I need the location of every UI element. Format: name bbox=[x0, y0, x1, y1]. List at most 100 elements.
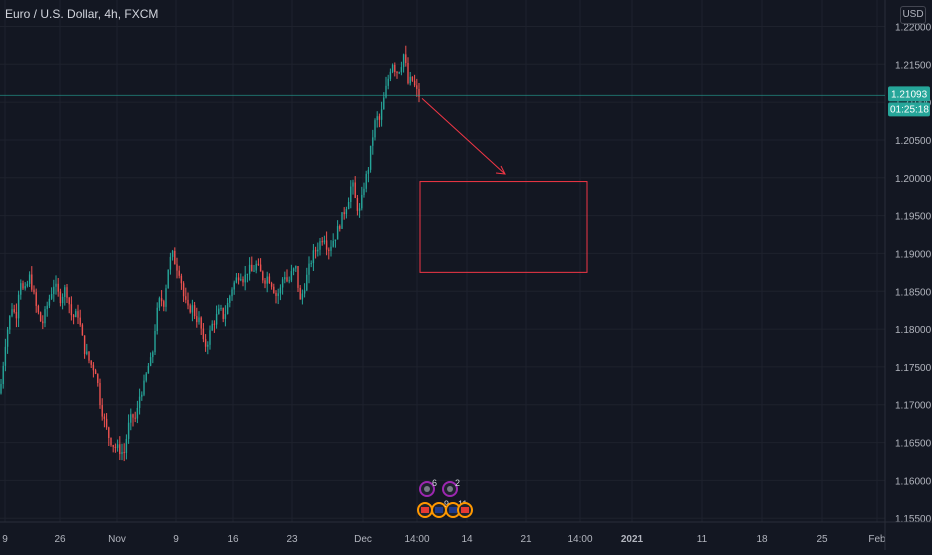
x-tick-label: 2021 bbox=[621, 534, 644, 545]
candle-body bbox=[191, 305, 194, 313]
candle-body bbox=[413, 80, 416, 86]
candle-body bbox=[347, 201, 350, 210]
candle-body bbox=[405, 54, 407, 63]
candle-body bbox=[356, 197, 359, 211]
candle-body bbox=[264, 280, 266, 284]
candle-body bbox=[105, 418, 108, 428]
candle-body bbox=[257, 263, 260, 265]
y-tick-label: 1.18000 bbox=[895, 325, 932, 336]
candle-body bbox=[389, 71, 392, 79]
countdown-badge bbox=[888, 102, 930, 117]
candle-body bbox=[83, 335, 86, 354]
candle-body bbox=[295, 266, 297, 269]
candle-body bbox=[352, 182, 354, 187]
currency-button[interactable]: USD bbox=[900, 6, 926, 24]
candle-body bbox=[409, 76, 411, 84]
candle-body bbox=[317, 249, 319, 252]
candle-body bbox=[66, 287, 68, 298]
y-tick-label: 1.21500 bbox=[895, 60, 932, 71]
y-tick-label: 1.17500 bbox=[895, 363, 932, 374]
y-tick-label: 1.20500 bbox=[895, 136, 932, 147]
candle-body bbox=[37, 305, 40, 313]
candle-body bbox=[0, 384, 2, 394]
candle-body bbox=[68, 297, 70, 305]
price-badge-value: 1.21093 bbox=[891, 89, 928, 100]
candle-body bbox=[132, 414, 134, 418]
candle-body bbox=[198, 317, 200, 323]
candle-body bbox=[101, 405, 103, 417]
candle-body bbox=[299, 287, 301, 300]
candle-body bbox=[376, 116, 378, 121]
candle-body bbox=[92, 364, 95, 371]
candle-body bbox=[222, 307, 224, 319]
candle-body bbox=[231, 289, 233, 297]
candle-body bbox=[418, 88, 420, 97]
candle-body bbox=[268, 276, 271, 284]
candle-body bbox=[266, 276, 268, 284]
candle-body bbox=[121, 452, 123, 455]
candle-body bbox=[224, 314, 227, 319]
candle-body bbox=[244, 274, 246, 283]
candle-body bbox=[178, 270, 180, 276]
candle-body bbox=[303, 290, 306, 294]
candle-body bbox=[35, 292, 37, 306]
candle-body bbox=[119, 444, 121, 455]
flag-fill bbox=[435, 507, 443, 513]
trend-arrow[interactable] bbox=[421, 97, 506, 175]
candle-body bbox=[383, 97, 385, 110]
x-tick-label: 14 bbox=[461, 534, 473, 545]
candle-body bbox=[94, 370, 97, 375]
candle-body bbox=[204, 339, 207, 347]
candle-body bbox=[116, 444, 119, 448]
candle-body bbox=[396, 71, 398, 73]
candle-body bbox=[367, 169, 370, 174]
gear-center bbox=[447, 486, 453, 492]
candle-body bbox=[273, 286, 275, 293]
symbol-title: Euro / U.S. Dollar, 4h, FXCM bbox=[5, 7, 159, 21]
candle-body bbox=[235, 277, 238, 283]
candle-body bbox=[402, 54, 405, 68]
candle-body bbox=[220, 307, 222, 309]
candle-body bbox=[319, 241, 321, 250]
candle-body bbox=[61, 296, 64, 304]
candle-body bbox=[70, 304, 73, 316]
candle-body bbox=[350, 186, 352, 202]
candle-body bbox=[416, 85, 418, 89]
candle-body bbox=[207, 344, 209, 347]
target-rectangle[interactable] bbox=[419, 181, 588, 273]
candle-body bbox=[253, 270, 255, 272]
candle-body bbox=[182, 283, 185, 297]
candle-body bbox=[11, 309, 13, 316]
x-tick-label: 11 bbox=[697, 534, 708, 545]
candle-body bbox=[130, 414, 132, 423]
x-tick-label: 21 bbox=[520, 534, 532, 545]
candle-body bbox=[314, 250, 317, 252]
candle-body bbox=[345, 209, 348, 215]
candle-body bbox=[79, 317, 81, 325]
candle-body bbox=[358, 208, 361, 211]
candle-body bbox=[55, 283, 57, 287]
candle-body bbox=[323, 240, 326, 243]
candle-body bbox=[284, 277, 286, 280]
candle-body bbox=[42, 321, 44, 324]
candle-body bbox=[33, 289, 35, 293]
y-tick-label: 1.19000 bbox=[895, 249, 932, 260]
candle-body bbox=[15, 311, 18, 319]
candle-body bbox=[248, 264, 251, 274]
candle-body bbox=[53, 286, 55, 295]
event-count: 9 bbox=[444, 499, 449, 509]
candle-body bbox=[147, 365, 150, 374]
candle-body bbox=[209, 330, 211, 345]
candle-body bbox=[290, 271, 293, 281]
candle-body bbox=[64, 287, 66, 297]
candle-body bbox=[297, 266, 299, 288]
candle-body bbox=[24, 286, 26, 289]
candle-body bbox=[114, 446, 117, 448]
candle-body bbox=[385, 85, 387, 98]
candle-body bbox=[171, 250, 174, 257]
candle-body bbox=[200, 317, 202, 329]
candle-body bbox=[143, 380, 145, 395]
candle-body bbox=[279, 287, 282, 294]
